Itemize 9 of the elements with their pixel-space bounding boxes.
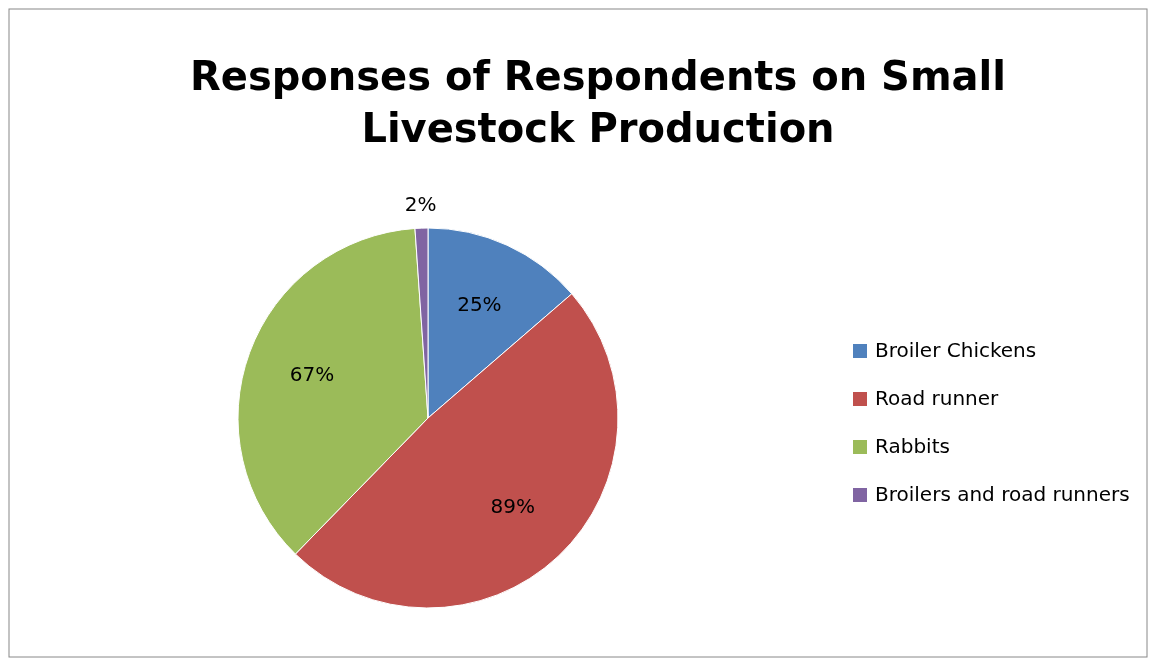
data-label: 89% bbox=[490, 494, 535, 519]
legend-label: Broilers and road runners bbox=[875, 481, 1130, 506]
legend-label: Road runner bbox=[875, 385, 1000, 410]
data-label: 67% bbox=[289, 361, 335, 386]
legend-label: Rabbits bbox=[875, 433, 950, 458]
data-label: 25% bbox=[457, 292, 502, 317]
chart-title: Responses of Respondents on Small Livestock Production bbox=[189, 53, 1007, 151]
data-label: 2% bbox=[404, 191, 437, 216]
legend-label: Broiler Chickens bbox=[875, 337, 1037, 362]
